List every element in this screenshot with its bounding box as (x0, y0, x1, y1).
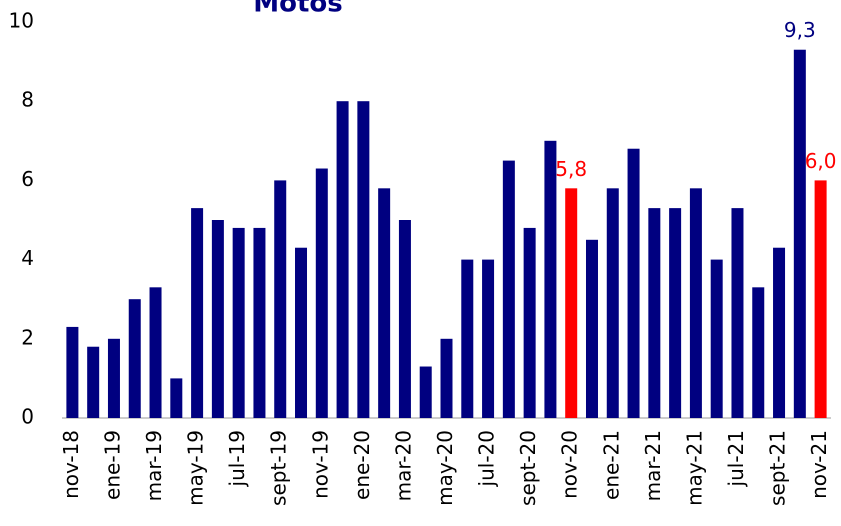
value-label: 9,3 (784, 18, 816, 42)
bar (107, 338, 120, 418)
bar (87, 346, 100, 418)
y-tick-label: 2 (21, 325, 34, 349)
x-tick-label: mar-20 (391, 430, 415, 501)
chart-title: Motos (253, 0, 343, 19)
bar (502, 160, 515, 418)
bar (793, 49, 806, 418)
y-tick-label: 6 (21, 167, 34, 191)
bar (669, 208, 682, 418)
bar (336, 101, 349, 418)
x-tick-label: sept-20 (516, 430, 540, 506)
bar (274, 180, 287, 418)
bar (710, 259, 723, 418)
x-tick-label: nov-20 (558, 430, 582, 499)
bar (627, 148, 640, 418)
bar (128, 299, 141, 418)
x-tick-label: sept-19 (267, 430, 291, 506)
bar (295, 247, 308, 418)
x-tick-label: nov-18 (59, 430, 83, 499)
x-tick-label: may-19 (184, 430, 208, 506)
bar (648, 208, 661, 418)
y-tick-label: 0 (21, 405, 34, 429)
bar (398, 220, 411, 418)
x-tick-label: mar-19 (142, 430, 166, 501)
y-tick-label: 10 (9, 9, 34, 33)
x-tick-label: may-21 (682, 430, 706, 506)
x-tick-label: jul-20 (475, 430, 499, 487)
bar (544, 140, 557, 419)
x-tick-label: mar-21 (641, 430, 665, 501)
bar (773, 247, 786, 418)
x-tick-label: nov-21 (807, 430, 831, 499)
value-label: 6,0 (805, 149, 837, 173)
bar (357, 101, 370, 418)
bar (814, 180, 827, 418)
y-tick-label: 8 (21, 88, 34, 112)
bar (191, 208, 204, 418)
x-tick-label: ene-19 (100, 430, 124, 500)
bar (211, 220, 224, 418)
bar (232, 227, 245, 418)
bar (253, 227, 266, 418)
bar (689, 188, 702, 418)
bar (315, 168, 328, 418)
bar (66, 326, 79, 418)
bar (606, 188, 619, 418)
x-tick-label: jul-21 (724, 430, 748, 487)
x-tick-label: ene-21 (599, 430, 623, 500)
x-tick-label: sept-21 (766, 430, 790, 506)
x-tick-label: may-20 (433, 430, 457, 506)
bar (565, 188, 578, 418)
y-tick-label: 4 (21, 246, 34, 270)
x-tick-label: nov-19 (308, 430, 332, 499)
x-tick-label: jul-19 (225, 430, 249, 487)
value-label: 5,8 (555, 157, 587, 181)
bar (752, 287, 765, 418)
bar (378, 188, 391, 418)
x-tick-label: ene-20 (350, 430, 374, 500)
bar (482, 259, 495, 418)
bar (149, 287, 162, 418)
bar (585, 239, 598, 418)
bar (731, 208, 744, 418)
bar (461, 259, 474, 418)
bar (523, 227, 536, 418)
bar (170, 378, 183, 418)
bar (440, 338, 453, 418)
bar (419, 366, 432, 418)
